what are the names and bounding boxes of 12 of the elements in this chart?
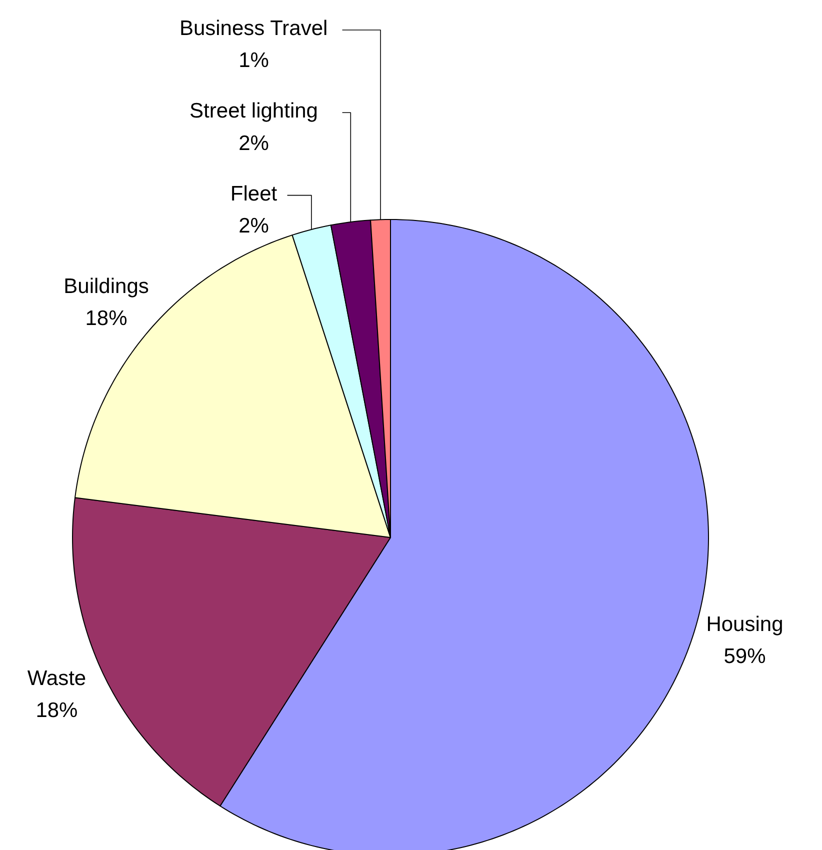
slice-label: Fleet xyxy=(230,182,278,206)
slice-label: Housing xyxy=(706,612,784,636)
slice-label: Buildings xyxy=(64,274,149,298)
data-label: 18% xyxy=(36,699,78,722)
data-label: 2% xyxy=(238,132,269,155)
data-label: 1% xyxy=(238,49,269,72)
data-label: 18% xyxy=(85,306,128,330)
data-label: 59% xyxy=(724,645,766,668)
data-label: 2% xyxy=(238,214,269,238)
slice-label: Waste xyxy=(27,666,86,690)
slice-label: Street lighting xyxy=(190,100,318,123)
slice-label: Business Travel xyxy=(179,17,328,40)
